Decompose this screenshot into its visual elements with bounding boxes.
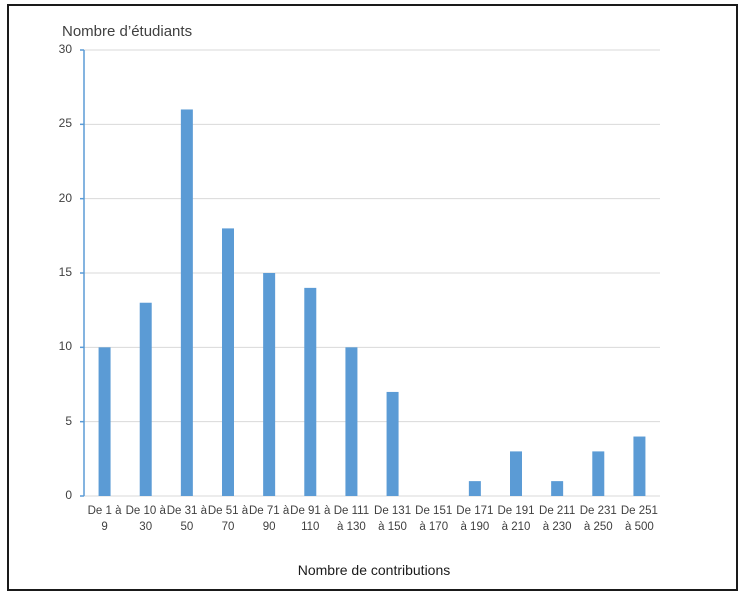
x-tick-label-line: 9 <box>101 521 108 533</box>
bar <box>633 436 646 496</box>
y-tick-label: 25 <box>58 116 72 131</box>
x-tick-label: De 171 à 190 <box>453 503 497 535</box>
x-tick-label-line: à 150 <box>378 521 407 533</box>
bar <box>510 451 522 496</box>
bar <box>386 391 399 496</box>
x-tick-label-line: De 131 <box>374 505 412 517</box>
x-tick-label-line: De 251 <box>620 505 658 517</box>
x-tick-label-line: 110 <box>301 521 320 533</box>
x-tick-label-line: 70 <box>221 521 235 533</box>
x-tick-label-line: De 1 à <box>87 505 122 517</box>
x-tick-label: De 231 à 250 <box>576 503 620 535</box>
x-tick-label-line: à 130 <box>337 521 366 533</box>
bar <box>263 273 276 496</box>
x-tick-label-line: à 250 <box>583 521 613 533</box>
x-tick-label-line: à 210 <box>501 521 531 533</box>
y-tick-label: 5 <box>65 413 72 428</box>
x-tick-label-line: De 91 à <box>290 505 331 517</box>
bar <box>139 302 152 496</box>
x-tick-label-line: à 190 <box>460 521 490 533</box>
x-tick-label: De 91 à 110 <box>288 503 332 535</box>
bar <box>98 347 111 496</box>
y-tick-label: 15 <box>58 265 72 279</box>
y-tick-label: 20 <box>58 190 72 205</box>
bar <box>551 481 564 496</box>
x-tick-label-line: 30 <box>139 521 153 533</box>
x-tick-label-line: à 170 <box>419 521 449 533</box>
bar <box>468 481 481 496</box>
x-tick-label: De 131 à 150 <box>371 503 415 535</box>
x-tick-label: De 151 à 170 <box>412 503 456 535</box>
x-tick-label: De 111 à 130 <box>329 503 373 535</box>
chart-frame <box>7 4 738 591</box>
x-tick-label: De 1 à 9 <box>83 503 127 535</box>
x-tick-label: De 191 à 210 <box>494 503 538 535</box>
x-tick-label-line: à 230 <box>542 521 572 533</box>
x-tick-label: De 10 à 30 <box>124 503 168 535</box>
bar <box>222 228 234 496</box>
x-tick-label: De 51 à 70 <box>206 503 250 535</box>
bar <box>304 287 317 496</box>
x-tick-label-line: 90 <box>262 521 276 533</box>
x-tick-label-line: De 191 <box>497 505 535 517</box>
x-tick-label-line: De 231 <box>579 505 617 517</box>
y-tick-label: 0 <box>65 488 72 502</box>
x-axis-title: Nombre de contributions <box>297 562 451 578</box>
x-tick-label-line: à 500 <box>625 521 654 533</box>
y-tick-label: 10 <box>58 339 72 354</box>
bar <box>345 347 358 496</box>
x-tick-label-line: De 211 <box>539 505 576 517</box>
y-tick-label: 30 <box>58 42 72 56</box>
x-tick-label: De 251 à 500 <box>617 503 661 535</box>
x-tick-label-line: De 10 à <box>125 505 166 517</box>
bar <box>592 451 605 496</box>
x-tick-label: De 211 à 230 <box>535 503 579 535</box>
x-tick-label-line: De 151 <box>415 505 453 517</box>
x-tick-label-line: De 31 à <box>166 505 207 517</box>
x-tick-label-line: De 171 <box>456 505 494 517</box>
x-tick-label: De 31 à 50 <box>165 503 209 535</box>
bar <box>180 109 193 496</box>
x-tick-label-line: De 111 <box>333 505 370 517</box>
x-tick-label-line: 50 <box>180 521 194 533</box>
x-tick-label-line: De 71 à <box>249 505 290 517</box>
x-tick-label-line: De 51 à <box>207 505 249 517</box>
x-tick-label: De 71 à 90 <box>247 503 291 535</box>
y-axis-title: Nombre d’étudiants <box>62 23 193 40</box>
